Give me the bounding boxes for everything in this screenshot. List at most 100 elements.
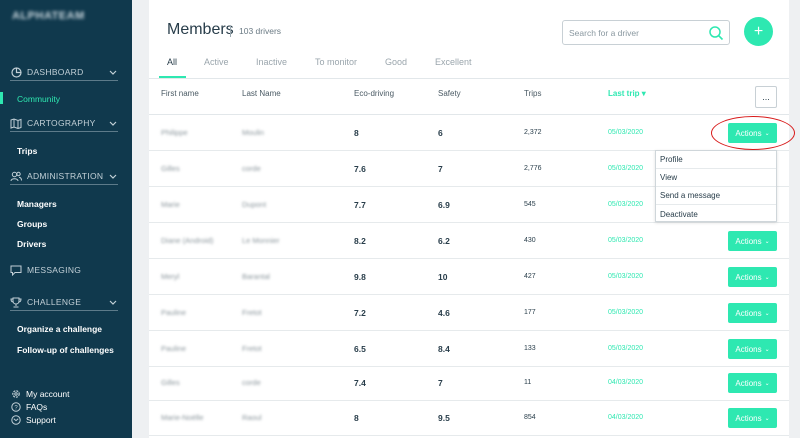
cell-eco-driving: 7.2 [354,308,366,318]
column-first-name[interactable]: First name [161,89,199,98]
help-icon: ? [10,401,21,412]
column-eco-driving[interactable]: Eco-driving [354,89,395,98]
cell-last-trip: 05/03/2020 [608,237,644,244]
actions-label: Actions [735,344,762,354]
cell-first-name: Meryl [161,272,180,281]
footer-my-account-label: My account [26,388,70,399]
divider [10,310,118,311]
map-icon [10,117,22,129]
cell-trips: 545 [524,201,536,208]
footer-support[interactable]: Support [10,414,56,425]
cell-last-trip: 05/03/2020 [608,273,644,280]
table-row: Diane (Android) Le Monnier 8.2 6.2 430 0… [149,223,789,259]
search-placeholder: Search for a driver [569,28,639,38]
actions-button[interactable]: Actions ⌄ [728,373,777,393]
search-icon[interactable] [708,25,724,41]
cell-safety: 7 [438,164,443,174]
tab-inactive[interactable]: Inactive [256,57,288,67]
menu-item-view[interactable]: View [656,169,776,187]
column-trips[interactable]: Trips [524,89,542,98]
cell-last-name: Moulin [242,128,265,137]
highlight-ring [711,116,795,150]
actions-button[interactable]: Actions ⌄ [728,267,777,287]
section-administration-label: ADMINISTRATION [27,171,104,181]
chevron-down-icon [108,67,118,77]
tab-all[interactable]: All [167,57,178,67]
tab-excellent[interactable]: Excellent [435,57,472,67]
table-row: Marie-Noëlle Raoul 8 9.5 854 04/03/2020 … [149,400,789,436]
menu-item-send-message[interactable]: Send a message [656,187,776,205]
cell-last-name: Raoul [242,413,262,422]
sidebar-item-managers[interactable]: Managers [17,199,57,209]
cell-last-name: corde [242,378,261,387]
tab-active[interactable]: Active [204,57,229,67]
driver-count: 103 drivers [239,26,282,36]
section-challenge[interactable]: CHALLENGE [10,295,118,309]
cell-safety: 9.5 [438,413,450,423]
sidebar-item-drivers[interactable]: Drivers [17,239,47,249]
settings-icon [10,388,21,399]
column-safety[interactable]: Safety [438,89,461,98]
actions-button[interactable]: Actions ⌄ [728,303,777,323]
actions-button[interactable]: Actions ⌄ [728,408,777,428]
more-options-button[interactable]: ... [755,86,777,108]
section-dashboard-label: DASHBOARD [27,67,84,77]
tab-to-monitor[interactable]: To monitor [315,57,358,67]
menu-item-profile[interactable]: Profile [656,151,776,169]
actions-label: Actions [735,413,762,423]
section-dashboard[interactable]: DASHBOARD [10,65,118,79]
cell-eco-driving: 8.2 [354,236,366,246]
column-last-name[interactable]: Last Name [242,89,281,98]
cell-last-trip: 05/03/2020 [608,345,644,352]
cell-first-name: Gilles [161,378,180,387]
tab-good[interactable]: Good [385,57,408,67]
sidebar-item-followup-challenges[interactable]: Follow-up of challenges [17,345,114,355]
cell-eco-driving: 9.8 [354,272,366,282]
sidebar-item-groups[interactable]: Groups [17,219,48,229]
footer-support-label: Support [26,414,56,425]
cell-last-name: Fretot [242,308,262,317]
active-tab-underline [159,76,186,78]
cell-safety: 7 [438,378,443,388]
actions-button[interactable]: Actions ⌄ [728,339,777,359]
cell-safety: 10 [438,272,448,282]
sidebar-item-community[interactable]: Community [17,94,60,104]
cell-last-trip: 05/03/2020 [608,165,644,172]
chat-icon [10,264,22,276]
chevron-down-icon [108,118,118,128]
cell-trips: 427 [524,273,536,280]
cell-eco-driving: 6.5 [354,344,366,354]
sidebar-item-organize-challenge[interactable]: Organize a challenge [17,324,103,334]
section-messaging[interactable]: MESSAGING [10,263,118,277]
chevron-down-icon: ⌄ [764,415,770,422]
sidebar: ALPHATEAM DASHBOARD Community CARTOGRAPH… [0,0,132,438]
chevron-down-icon: ⌄ [764,310,770,317]
sidebar-item-trips[interactable]: Trips [17,146,38,156]
cell-safety: 4.6 [438,308,450,318]
cell-last-trip: 05/03/2020 [608,201,644,208]
cell-first-name: Marie-Noëlle [161,413,204,422]
section-cartography[interactable]: CARTOGRAPHY [10,116,118,130]
add-driver-button[interactable]: + [744,17,773,46]
cell-last-name: Fretot [242,344,262,353]
members-panel: Members 103 drivers Search for a driver … [149,0,789,438]
divider [10,80,118,81]
chevron-down-icon: ⌄ [764,380,770,387]
footer-faqs[interactable]: ? FAQs [10,401,47,412]
column-last-trip[interactable]: Last trip ▾ [608,89,646,98]
chevron-down-icon [108,297,118,307]
search-input[interactable]: Search for a driver [562,20,730,45]
actions-button[interactable]: Actions ⌄ [728,231,777,251]
menu-item-deactivate[interactable]: Deactivate [660,209,698,219]
cell-last-name: Le Monnier [242,236,280,245]
table-row: Gilles corde 7.6 7 2,776 05/03/2020 [149,151,789,187]
section-messaging-label: MESSAGING [27,265,82,275]
table-row: Philippe Moulin 8 6 2,372 05/03/2020 Act… [149,115,789,151]
table-row: Meryl Barantal 9.8 10 427 05/03/2020 Act… [149,259,789,295]
actions-label: Actions [735,272,762,282]
section-administration[interactable]: ADMINISTRATION [10,169,118,183]
actions-label: Actions [735,308,762,318]
table-row: Marie Dupont 7.7 6.9 545 05/03/2020 [149,187,789,223]
footer-my-account[interactable]: My account [10,388,69,399]
actions-label: Actions [735,236,762,246]
